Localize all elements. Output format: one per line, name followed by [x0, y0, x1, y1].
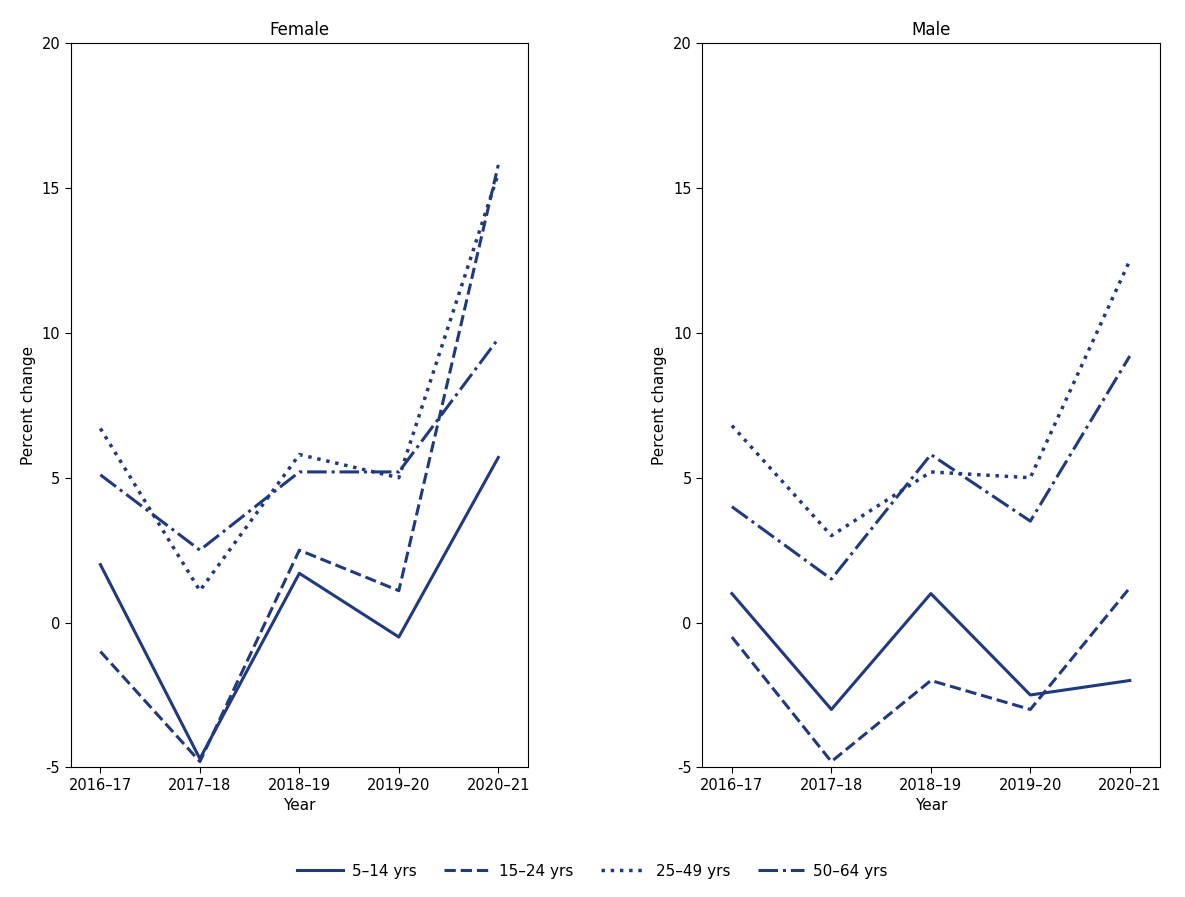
Title: Female: Female [269, 21, 329, 39]
X-axis label: Year: Year [915, 798, 947, 814]
Y-axis label: Percent change: Percent change [652, 345, 667, 465]
X-axis label: Year: Year [283, 798, 315, 814]
Y-axis label: Percent change: Percent change [21, 345, 36, 465]
Title: Male: Male [911, 21, 950, 39]
Legend: 5–14 yrs, 15–24 yrs, 25–49 yrs, 50–64 yrs: 5–14 yrs, 15–24 yrs, 25–49 yrs, 50–64 yr… [292, 858, 893, 884]
